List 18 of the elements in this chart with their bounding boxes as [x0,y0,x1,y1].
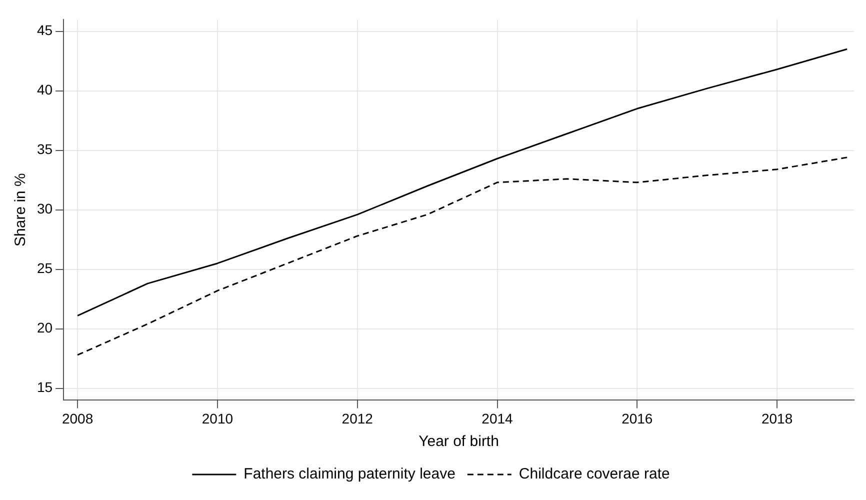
x-tick-label: 2008 [62,410,94,426]
y-tick-label: 20 [36,320,53,336]
legend-label: Childcare coverae rate [518,466,670,483]
line-series [76,156,848,356]
x-tick-label: 2014 [482,410,514,426]
legend-label: Fathers claiming paternity leave [244,466,456,483]
x-axis-title: Year of birth [418,433,499,450]
y-tick-label: 35 [36,141,53,158]
y-axis-title: Share in % [12,173,30,246]
y-tick-label: 25 [36,260,53,276]
y-tick-label: 30 [36,200,53,217]
x-tick-label: 2018 [761,410,793,426]
x-tick-label: 2010 [202,410,234,426]
y-tick-label: 40 [36,82,53,98]
y-tick-label: 15 [36,379,53,396]
x-tick-label: 2016 [622,410,653,426]
x-tick-label: 2012 [342,410,374,426]
y-tick-label: 45 [36,22,53,38]
